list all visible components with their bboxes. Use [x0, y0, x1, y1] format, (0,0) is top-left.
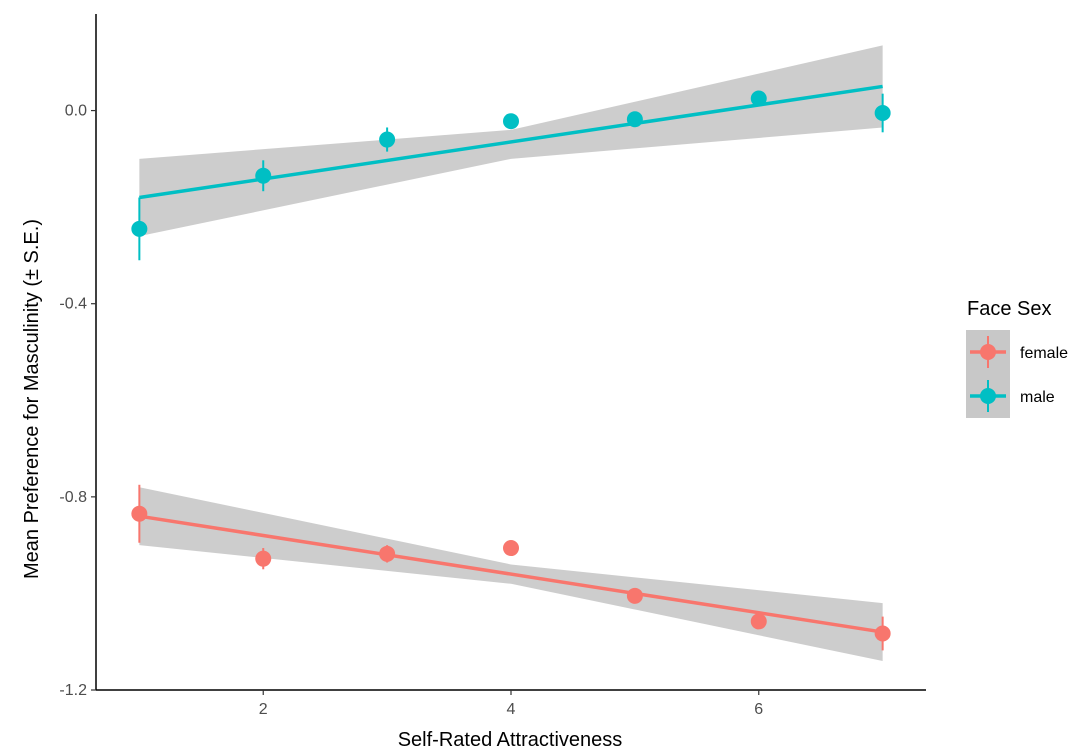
legend-label-female: female: [1020, 345, 1068, 362]
fit-line-female: [139, 514, 883, 634]
point-female: [503, 540, 519, 557]
x-axis-title: Self-Rated Attractiveness: [398, 729, 623, 751]
x-tick-label: 6: [754, 701, 763, 718]
x-tick-label: 4: [507, 701, 516, 718]
point-male: [626, 111, 643, 128]
point-female: [379, 545, 396, 562]
point-female: [255, 550, 272, 567]
point-male: [131, 220, 148, 237]
x-tick-label: 2: [259, 701, 268, 718]
legend-key-point-male: [980, 388, 996, 404]
y-tick-label: -0.8: [59, 489, 87, 506]
data-points: [131, 90, 891, 651]
y-axis-title: Mean Preference for Masculinity (± S.E.): [21, 219, 43, 579]
legend-label-male: male: [1020, 389, 1055, 406]
legend: Face Sex female male: [966, 298, 1068, 418]
y-tick-label: -0.4: [59, 296, 87, 313]
point-female: [874, 625, 891, 642]
axes: -1.2 -0.8 -0.4 0.0 2 4 6: [59, 14, 926, 718]
y-tick-label: 0.0: [65, 103, 87, 120]
point-male: [503, 113, 519, 130]
point-male: [750, 90, 767, 107]
legend-key-point-female: [980, 344, 996, 360]
legend-title: Face Sex: [967, 298, 1051, 320]
fit-line-male: [139, 84, 883, 200]
point-male: [379, 131, 396, 148]
point-male: [255, 167, 272, 184]
point-female: [750, 613, 767, 630]
y-tick-label: -1.2: [59, 682, 87, 699]
point-female: [131, 505, 148, 522]
confidence-bands: [139, 45, 883, 662]
point-female: [626, 587, 643, 604]
point-male: [874, 104, 891, 121]
